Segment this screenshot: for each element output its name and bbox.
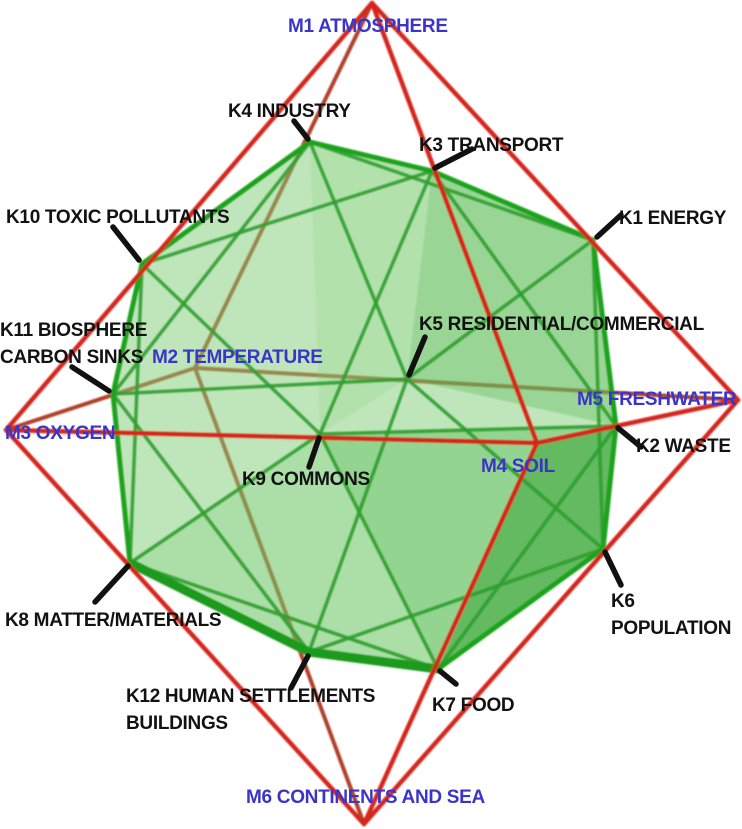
octahedron-edge-m4-m5 <box>534 397 741 446</box>
icosahedron-edge-k5-k12 <box>307 377 409 654</box>
icosahedron-edge-k7-k12 <box>304 647 443 674</box>
octahedron-edge-m1-m4 <box>369 0 540 446</box>
label-k10: K10 TOXIC POLLUTANTS <box>6 204 230 231</box>
callout-pointer-k6 <box>602 549 624 588</box>
label-line: BUILDINGS <box>126 713 228 734</box>
icosahedron-edge-k2-k6 <box>600 423 619 552</box>
label-k12: K12 HUMAN SETTLEMENTS BUILDINGS <box>126 683 375 737</box>
icosahedron-edge-k3-k2 <box>430 169 618 428</box>
label-k9: K9 COMMONS <box>242 466 370 493</box>
label-m1: M1 ATMOSPHERE <box>288 13 448 40</box>
label-k4: K4 INDUSTRY <box>228 98 351 125</box>
icosahedron-edge-k4-k1 <box>308 140 595 242</box>
icosahedron-edge-k4-k11 <box>111 140 312 396</box>
icosahedron-edge-k11-k5 <box>111 377 409 396</box>
octahedron-edge-m6-m3 <box>3 427 367 827</box>
icosahedron-edge-k4-k5 <box>308 140 409 381</box>
label-line: K5 RESIDENTIAL/COMMERCIAL <box>419 314 704 335</box>
icosahedron-edge-k4-k3 <box>307 139 435 174</box>
icosahedron-edge-k11-k10 <box>110 261 145 397</box>
label-line: M3 OXYGEN <box>5 423 116 444</box>
octahedron-edge-m1-m3 <box>3 0 375 433</box>
callout-pointer-k8 <box>92 563 131 605</box>
icosahedron-edge-k9-k7 <box>318 432 440 671</box>
label-line: K6 <box>611 591 635 612</box>
label-line: K8 MATTER/MATERIALS <box>5 610 222 631</box>
icosahedron-edge-k11-k12 <box>111 392 311 654</box>
label-m5: M5 FRESHWATER <box>577 386 737 413</box>
label-m3: M3 OXYGEN <box>5 420 116 447</box>
icosahedron-edge-k10-k9 <box>140 262 322 436</box>
label-line: M5 FRESHWATER <box>577 389 737 410</box>
label-line: M6 CONTINENTS AND SEA <box>246 787 485 808</box>
callout-pointer-k3 <box>432 146 475 171</box>
label-k2: K2 WASTE <box>636 433 731 460</box>
callout-pointer-k11 <box>69 364 112 394</box>
label-line: K2 WASTE <box>636 436 731 457</box>
callout-pointer-k10 <box>110 224 142 263</box>
label-k5: K5 RESIDENTIAL/COMMERCIAL <box>419 311 704 338</box>
icosahedron-shade-bottom-left <box>130 434 438 669</box>
label-k3: K3 TRANSPORT <box>419 132 564 159</box>
callout-pointer-k12 <box>288 653 311 691</box>
callout-pointer-k4 <box>291 118 311 142</box>
octahedron-edge-m6-m5 <box>361 397 741 827</box>
icosahedron-edge-k8-k11 <box>110 391 133 566</box>
label-line: K4 INDUSTRY <box>228 101 351 122</box>
label-k8: K8 MATTER/MATERIALS <box>5 607 222 634</box>
icosahedron-edge-k9-k8 <box>128 432 322 565</box>
icosahedron-edge-k10-k4 <box>139 139 313 267</box>
octahedron-edge-m6-m4 <box>361 440 540 827</box>
icosahedron-edge-k3-k9 <box>318 169 434 436</box>
icosahedron-edge-k5-k6 <box>405 377 605 551</box>
icosahedron-edge-k9-k2 <box>318 424 618 436</box>
label-m2: M2 TEMPERATURE <box>152 344 323 371</box>
label-k11: K11 BIOSPHERE CARBON SINKS <box>0 317 147 371</box>
callout-pointer-k7 <box>437 668 459 687</box>
label-line: K1 ENERGY <box>619 208 727 229</box>
label-line: K7 FOOD <box>432 695 515 716</box>
label-m6: M6 CONTINENTS AND SEA <box>246 784 485 811</box>
icosahedron-edge-k10-k8 <box>128 262 144 565</box>
label-line: CARBON SINKS <box>0 347 144 368</box>
icosahedron-edge-k6-k7 <box>435 546 606 672</box>
label-line: M1 ATMOSPHERE <box>288 16 448 37</box>
label-line: K12 HUMAN SETTLEMENTS <box>126 686 376 707</box>
icosahedron-edge-k1-k2 <box>590 237 619 429</box>
octahedron-edge-m1-m5 <box>369 0 741 403</box>
label-line: M2 TEMPERATURE <box>152 347 323 368</box>
callout-pointer-k5 <box>406 334 428 378</box>
label-m4: M4 SOIL <box>481 453 555 480</box>
callout-pointer-k1 <box>594 212 624 240</box>
callout-pointer-k2 <box>615 425 644 450</box>
label-line: K3 TRANSPORT <box>419 135 564 156</box>
octahedron-edge-m3-m4 <box>3 427 540 446</box>
label-k7: K7 FOOD <box>432 692 515 719</box>
callout-pointer-k9 <box>306 435 322 470</box>
icosahedron-edge-k3-k1 <box>429 168 596 243</box>
label-line: K9 COMMONS <box>242 469 370 490</box>
label-k6: K6 POPULATION <box>611 588 731 642</box>
icosahedron-edge-k2-k7 <box>436 424 618 671</box>
label-line: POPULATION <box>611 618 732 639</box>
label-line: M4 SOIL <box>481 456 555 477</box>
icosahedron-edge-k1-k6 <box>591 238 605 551</box>
icosahedron-edge-k1-k5 <box>405 238 595 381</box>
icosahedron-edge-k8-k7 <box>128 561 440 671</box>
icosahedron-edge-k6-k12 <box>307 547 605 654</box>
label-line: K10 TOXIC POLLUTANTS <box>6 207 230 228</box>
icosahedron-edge-k3-k10 <box>140 169 434 266</box>
label-k1: K1 ENERGY <box>619 205 726 232</box>
icosahedron-edge-k12-k8 <box>125 558 314 657</box>
label-line: K11 BIOSPHERE <box>0 320 148 341</box>
